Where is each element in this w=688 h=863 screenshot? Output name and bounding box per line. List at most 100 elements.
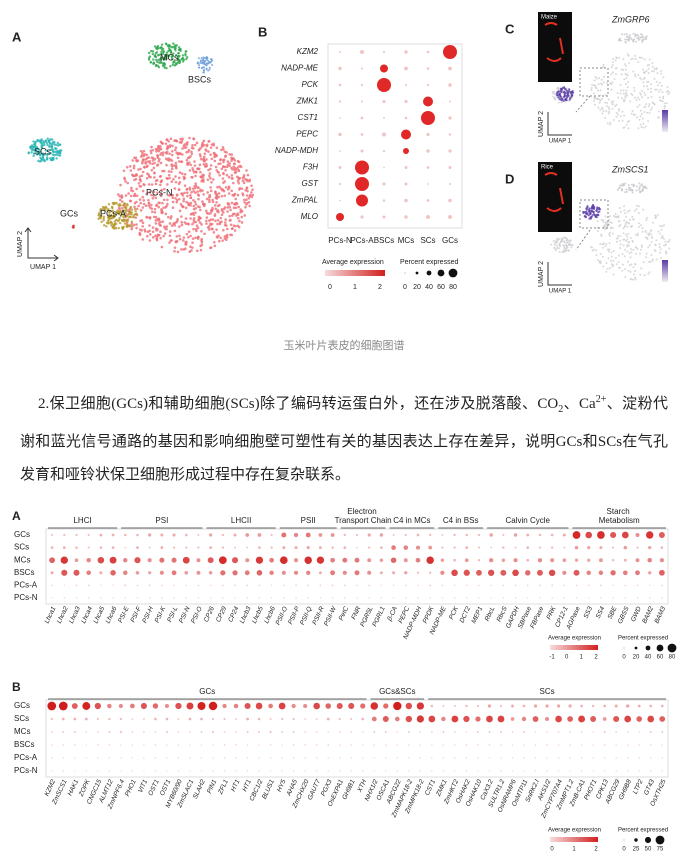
umap-cell <box>633 86 636 89</box>
umap-cell <box>567 249 570 252</box>
umap-cell <box>608 234 611 237</box>
umap-cell <box>183 172 187 176</box>
umap-cell <box>611 60 614 63</box>
umap-cell <box>651 61 654 64</box>
dot <box>649 757 652 759</box>
umap-cell <box>626 245 629 248</box>
umap-cell <box>626 38 629 41</box>
umap-cell <box>210 157 214 161</box>
umap-cell <box>237 160 241 164</box>
umap-cell <box>130 227 134 231</box>
dot <box>488 744 491 746</box>
legend-tick: 0 <box>550 847 554 853</box>
umap-cell <box>194 203 198 206</box>
dot <box>123 570 128 576</box>
dot <box>161 584 163 587</box>
umap-cell <box>205 219 208 223</box>
dot <box>223 757 226 759</box>
umap-cell <box>626 53 629 56</box>
umap-cell <box>219 236 222 240</box>
umap-cell <box>135 194 139 198</box>
umap-cell <box>640 33 643 36</box>
umap-cell <box>626 86 629 89</box>
dot <box>569 770 571 772</box>
umap-cell <box>638 225 641 228</box>
umap-cell <box>648 58 651 61</box>
dot <box>626 770 629 772</box>
dot <box>575 597 578 599</box>
umap-cell <box>141 189 145 193</box>
gene-label: PCK <box>302 80 319 89</box>
umap-cell <box>217 234 220 237</box>
dot <box>603 744 606 746</box>
umap-cell <box>226 206 230 209</box>
dot <box>292 770 295 772</box>
umap-cell <box>151 159 155 162</box>
dot <box>258 546 261 549</box>
dot <box>408 744 410 746</box>
umap-cell <box>662 238 665 241</box>
umap-cell <box>198 167 201 171</box>
dot <box>361 717 365 721</box>
umap-cell <box>160 50 163 54</box>
dot <box>256 570 263 576</box>
umap-cell <box>123 222 127 225</box>
cell-type-label: PCs-N <box>328 236 352 245</box>
dot <box>448 215 452 219</box>
umap-cell <box>612 264 615 267</box>
umap-cell <box>153 54 157 58</box>
umap-cell <box>181 60 185 63</box>
umap-cell <box>667 89 670 92</box>
umap-cell <box>600 82 603 85</box>
umap-cell <box>628 209 631 212</box>
umap-cell <box>189 163 193 167</box>
dot <box>293 570 299 575</box>
umap-cell <box>151 148 155 152</box>
dot <box>131 744 134 746</box>
umap-cell <box>153 45 157 48</box>
umap-cell <box>155 47 158 50</box>
umap-cell <box>174 62 178 65</box>
umap-cell <box>620 89 623 92</box>
umap-cell <box>557 101 560 104</box>
dot <box>331 584 334 587</box>
umap-cell <box>624 268 627 271</box>
umap-cell <box>625 215 628 218</box>
umap-cell <box>565 245 568 248</box>
umap-cell <box>46 143 49 147</box>
umap-cell <box>594 84 597 87</box>
dot <box>360 149 364 153</box>
umap-cell <box>208 195 212 198</box>
umap-cell <box>190 150 193 154</box>
umap-cell <box>636 105 639 108</box>
gene-label: BAM3 <box>653 605 667 624</box>
dot <box>600 597 602 599</box>
dot <box>429 584 432 587</box>
dot <box>339 757 341 759</box>
umap-cell <box>625 190 628 193</box>
dot <box>315 731 318 733</box>
umap-cell <box>174 148 177 152</box>
dot <box>196 558 201 563</box>
dot <box>211 730 215 734</box>
umap-cell <box>132 166 136 170</box>
dot <box>448 66 452 71</box>
dot <box>383 166 385 169</box>
umap-cell <box>645 252 648 255</box>
umap-cell <box>49 148 52 152</box>
umap-cell <box>241 192 244 195</box>
dot <box>441 534 444 536</box>
dot <box>354 570 360 576</box>
dot <box>513 558 518 563</box>
umap-cell <box>133 192 137 196</box>
umap-cell <box>641 56 644 59</box>
umap-cell <box>563 237 566 240</box>
gene-label: NADP-MDH <box>275 146 318 155</box>
dot <box>622 570 628 576</box>
dot <box>330 570 336 576</box>
umap-cell <box>160 151 163 155</box>
umap-cell <box>147 175 151 178</box>
umap-cell <box>58 143 61 146</box>
umap-cell <box>151 226 155 229</box>
dot <box>172 533 176 537</box>
